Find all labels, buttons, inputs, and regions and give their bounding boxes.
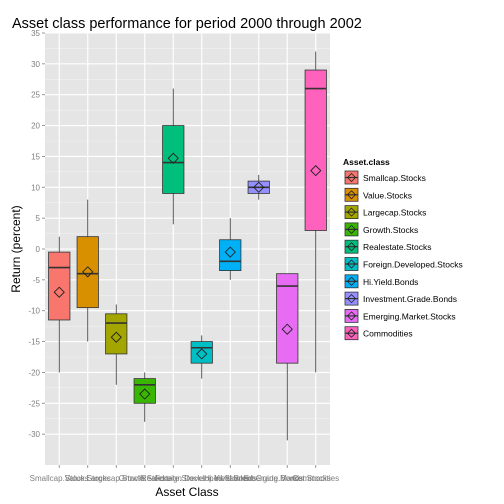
x-tick-label: Growth.Stocks	[119, 474, 171, 483]
box-growth-stocks	[133, 372, 156, 422]
legend-key-mean	[346, 259, 357, 269]
box-iqr	[219, 239, 242, 272]
y-tick-label: -15	[28, 338, 40, 347]
mean-marker	[110, 331, 122, 343]
legend-label: Realestate.Stocks	[363, 242, 432, 252]
legend-item: Foreign.Developed.Stocks	[344, 257, 463, 271]
mean-marker	[139, 388, 151, 400]
y-tick-label: 5	[36, 214, 41, 223]
legend-key-mean	[346, 207, 357, 217]
box-iqr	[276, 273, 299, 364]
legend-label: Value.Stocks	[363, 190, 412, 200]
x-tick-label: Foreign.Developed.Stocks	[155, 474, 249, 483]
legend-item: Emerging.Market.Stocks	[344, 308, 456, 323]
mean-marker	[224, 246, 236, 258]
x-tick-label: Emerging.Market.Stocks	[244, 474, 331, 483]
x-tick-label: Commodities	[292, 474, 339, 483]
y-tick-label: 10	[31, 183, 40, 192]
y-tick-label: 20	[31, 122, 40, 131]
x-tick-label: Value.Stocks	[65, 474, 111, 483]
x-axis-title: Asset Class	[155, 485, 218, 499]
legend: Asset.class Smallcap.Stocks Value.Stocks L…	[343, 157, 463, 341]
mean-marker	[281, 323, 293, 335]
box-investment-grade-bonds	[247, 174, 270, 200]
x-axis-ticks: Smallcap.StocksValue.StocksLargecap.Stoc…	[30, 465, 339, 483]
x-tick-label: Largecap.Stocks	[86, 474, 146, 483]
box-iqr	[190, 341, 213, 364]
legend-label: Emerging.Market.Stocks	[363, 311, 456, 321]
x-tick-label: Realestate.Stocks	[141, 474, 205, 483]
box-emerging-market-stocks	[276, 273, 299, 441]
box-commodities	[304, 51, 327, 373]
box-realestate-stocks	[162, 88, 185, 225]
legend-item: Investment.Grade.Bonds	[344, 291, 457, 306]
box-iqr	[48, 251, 71, 321]
y-tick-label: -20	[28, 368, 40, 377]
legend-item: Commodities	[344, 326, 413, 341]
box-value-stocks	[76, 199, 99, 342]
legend-item: Smallcap.Stocks	[344, 170, 426, 185]
legend-key-mean	[346, 294, 357, 304]
x-tick-label: Investment.Grade.Bonds	[215, 474, 304, 483]
box-iqr	[304, 69, 327, 231]
legend-label: Foreign.Developed.Stocks	[363, 260, 463, 270]
legend-key-mean	[346, 276, 357, 286]
legend-key-mean	[346, 311, 357, 321]
legend-item: Hi.Yield.Bonds	[344, 274, 418, 289]
box-iqr	[162, 125, 185, 194]
y-tick-label: -25	[28, 399, 40, 408]
box-largecap-stocks	[105, 304, 128, 385]
legend-label: Commodities	[363, 329, 413, 339]
box-iqr	[105, 313, 128, 355]
y-tick-label: -30	[28, 430, 40, 439]
box-smallcap-stocks	[48, 236, 71, 373]
legend-item: Value.Stocks	[344, 187, 412, 202]
legend-label: Smallcap.Stocks	[363, 173, 426, 183]
y-tick-label: 0	[36, 245, 41, 254]
legend-key-mean	[346, 328, 357, 338]
x-tick-label: Hi.Yield.Bonds	[204, 474, 256, 483]
x-tick-label: Smallcap.Stocks	[30, 474, 89, 483]
mean-marker	[310, 164, 322, 177]
y-axis-title: Return (percent)	[9, 205, 23, 292]
mean-marker	[196, 348, 208, 360]
y-tick-label: -5	[33, 276, 41, 285]
legend-key-mean	[346, 190, 357, 200]
mean-marker	[53, 286, 65, 298]
box-foreign-developed-stocks	[190, 335, 213, 379]
legend-title: Asset.class	[343, 157, 390, 167]
y-tick-label: 30	[31, 60, 40, 69]
legend-label: Growth.Stocks	[363, 225, 418, 235]
y-axis-ticks: -30 -25 -20 -15 -10 -5 0 5 10 15 20 25 30 35	[28, 29, 45, 439]
chart-title: Asset class performance for period 2000 …	[12, 16, 362, 32]
mean-marker	[167, 152, 179, 164]
legend-key-mean	[346, 224, 357, 234]
mean-marker	[82, 266, 94, 278]
legend-label: Hi.Yield.Bonds	[363, 277, 418, 287]
y-tick-label: 25	[31, 91, 40, 100]
legend-label: Largecap.Stocks	[363, 208, 426, 218]
legend-item: Largecap.Stocks	[344, 205, 426, 220]
legend-key-mean	[346, 242, 357, 252]
legend-label: Investment.Grade.Bonds	[363, 294, 457, 304]
legend-item: Growth.Stocks	[344, 222, 418, 237]
box-iqr	[76, 236, 99, 309]
y-tick-label: 35	[31, 29, 40, 38]
legend-item: Realestate.Stocks	[344, 239, 432, 254]
legend-key-mean	[346, 172, 357, 183]
y-tick-label: 15	[31, 152, 40, 161]
box-hi-yield-bonds	[219, 218, 242, 280]
box-series	[48, 51, 327, 441]
mean-marker	[253, 181, 265, 193]
y-tick-label: -10	[28, 307, 40, 316]
